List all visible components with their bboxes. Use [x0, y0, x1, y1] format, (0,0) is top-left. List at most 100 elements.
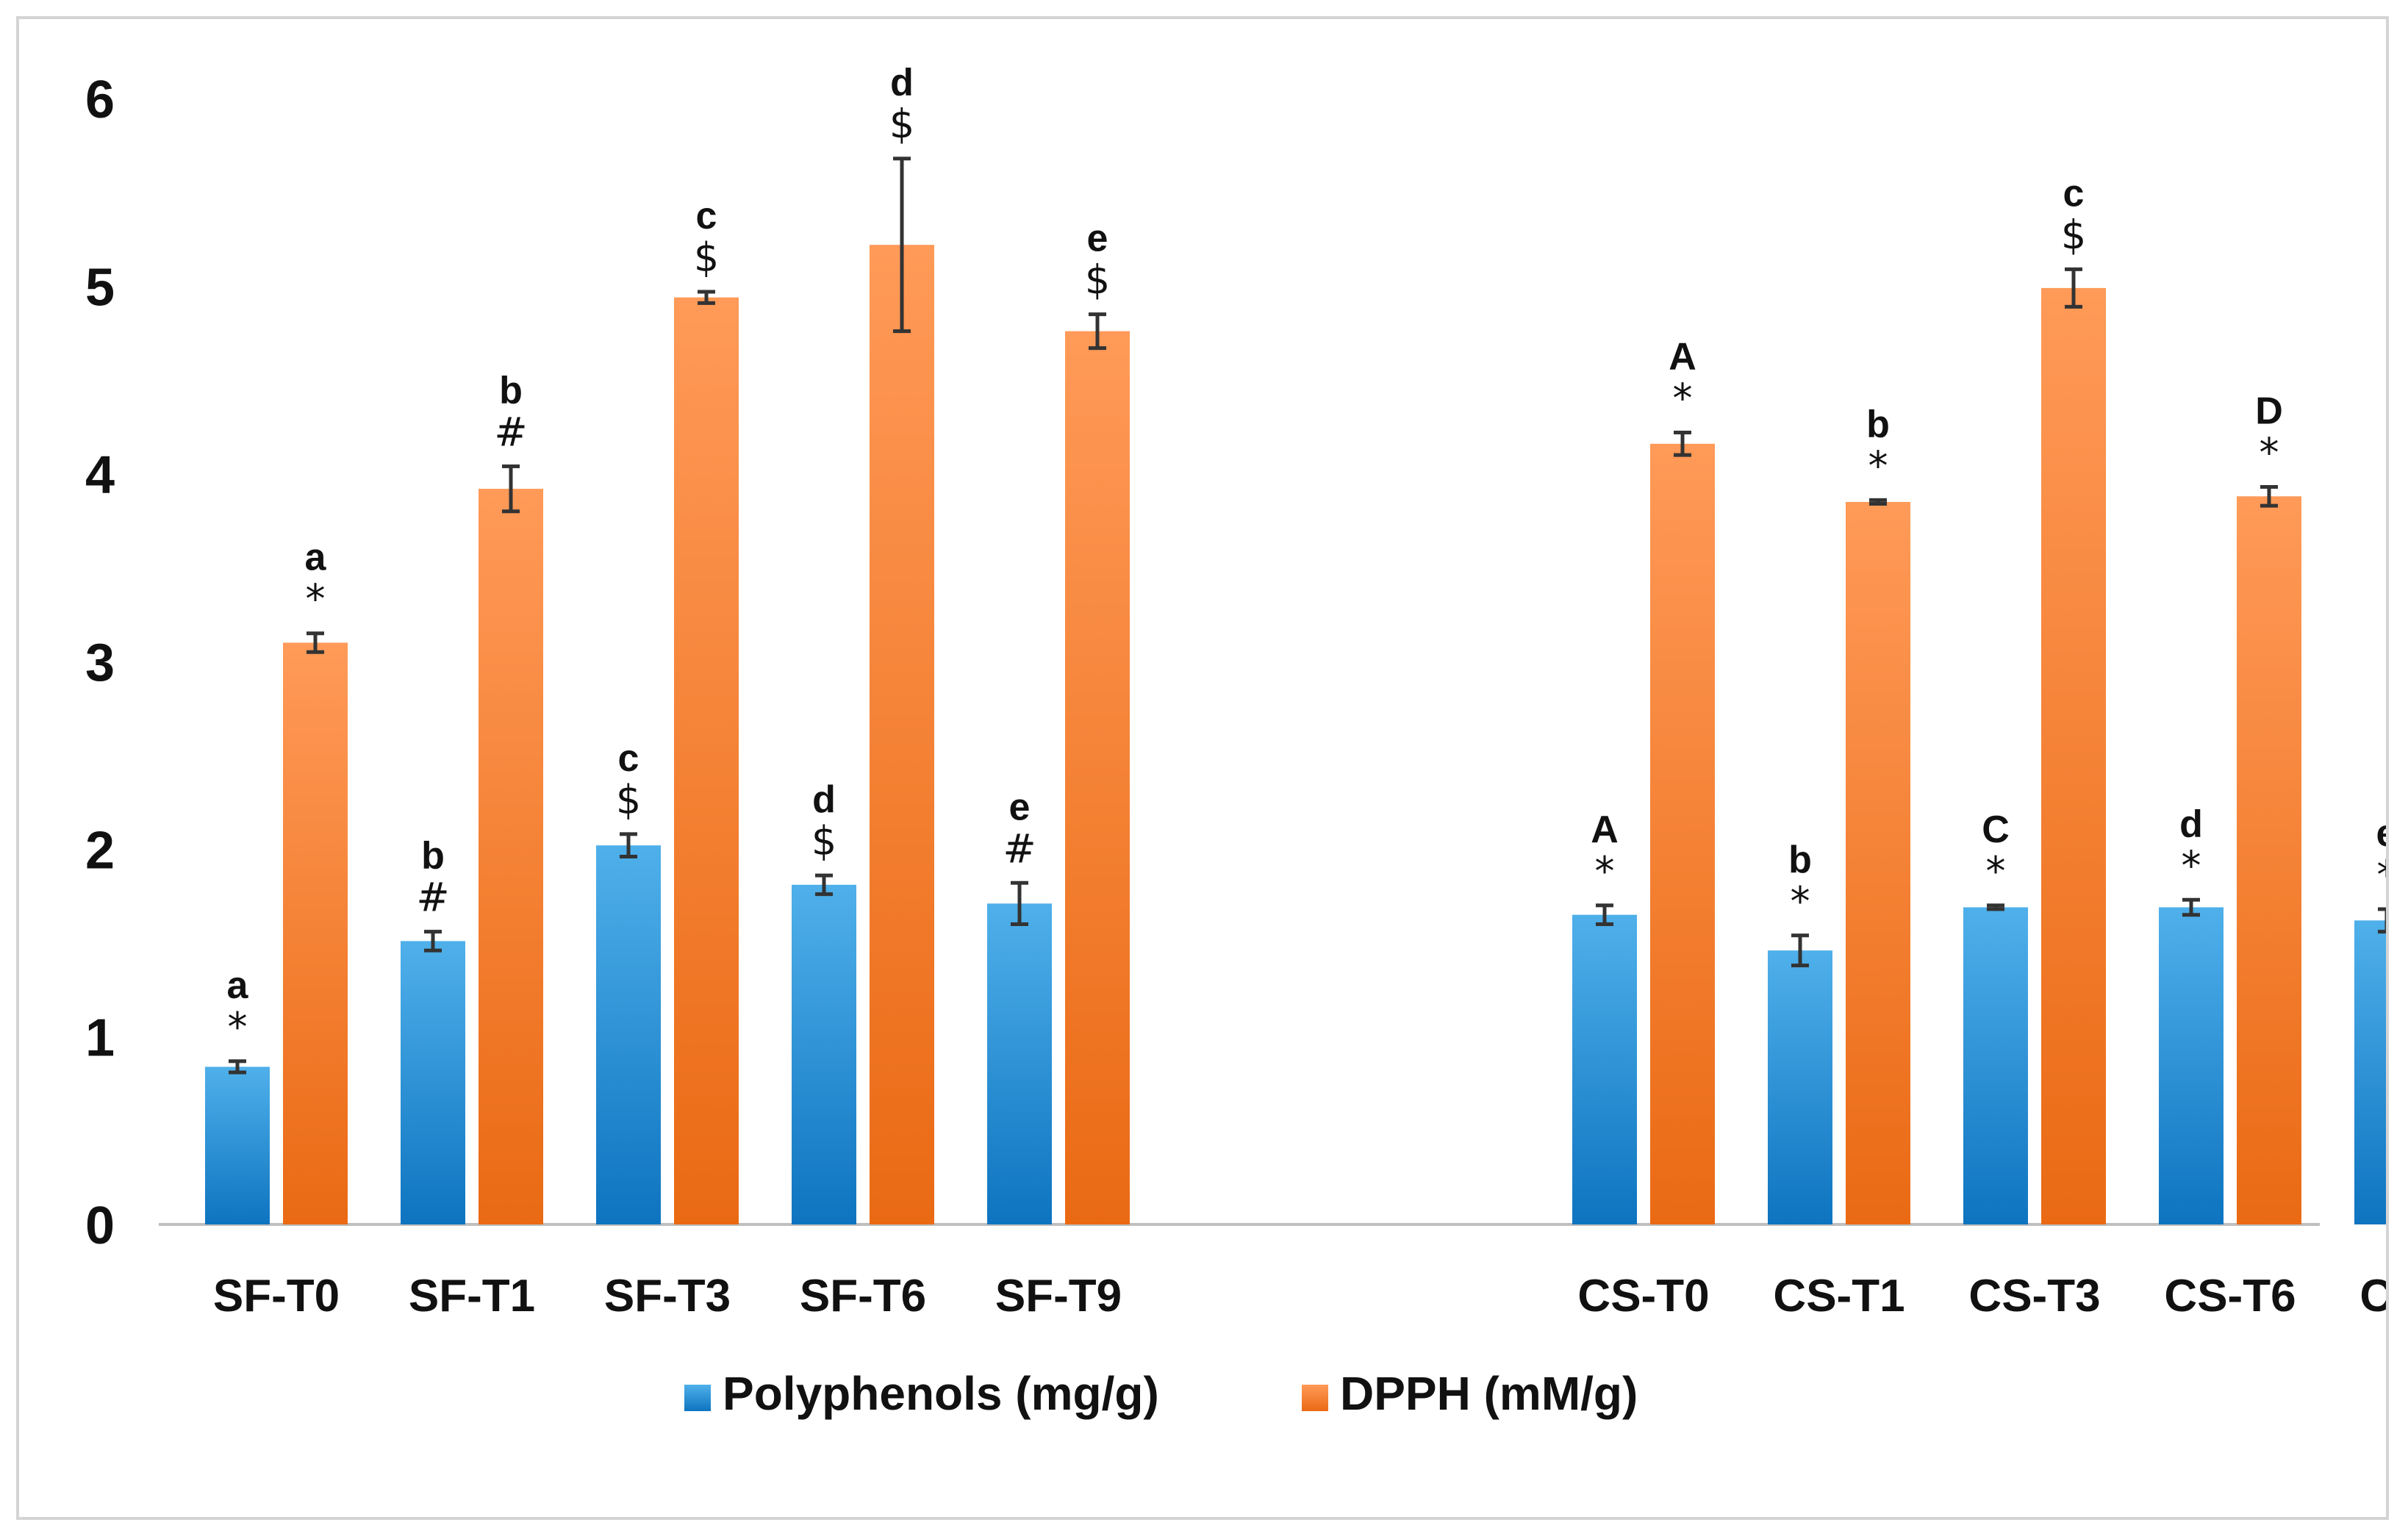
annotation-letter-polyphenols-7: C [1982, 808, 2010, 851]
annotation-symbol-polyphenols-9: * [2377, 852, 2387, 898]
x-tick-label-5: CS-T0 [1577, 1271, 1709, 1321]
y-tick-label-0: 0 [85, 1197, 115, 1255]
x-tick-label-8: CS-T6 [2164, 1271, 2296, 1321]
annotation-symbol-dpph-6: * [1868, 442, 1888, 489]
x-tick-label-1: SF-T1 [409, 1271, 535, 1321]
annotation-symbol-dpph-4: $ [1085, 257, 1110, 304]
bar-polyphenols-1 [401, 941, 465, 1224]
annotation-letter-dpph-4: e [1087, 218, 1108, 260]
legend: Polyphenols (mg/g) DPPH (mM/g) [684, 1367, 1638, 1420]
annotation-symbol-dpph-1: # [494, 409, 527, 455]
bar-polyphenols-6 [1768, 950, 1832, 1224]
annotation-letter-polyphenols-5: A [1591, 808, 1619, 851]
annotation-letter-polyphenols-3: d [812, 778, 836, 821]
error-bar-dpph-5 [1674, 430, 1691, 457]
error-bar-dpph-2 [698, 290, 715, 305]
annotation-letter-polyphenols-6: b [1788, 839, 1812, 881]
annotation-symbol-dpph-0: * [306, 576, 326, 623]
x-tick-label-9: CS-T9 [2359, 1271, 2386, 1321]
bar-polyphenols-4 [987, 903, 1052, 1224]
bar-polyphenols-9 [2354, 920, 2386, 1224]
y-tick-label-6: 6 [85, 71, 115, 129]
error-bar-polyphenols-0 [229, 1059, 246, 1075]
error-bar-polyphenols-9 [2378, 907, 2386, 934]
bar-dpph-8 [2237, 496, 2301, 1224]
annotation-letter-dpph-0: a [305, 537, 327, 579]
annotation-symbol-polyphenols-6: * [1791, 878, 1810, 925]
bar-dpph-4 [1065, 331, 1130, 1225]
annotation-symbol-polyphenols-5: * [1595, 848, 1615, 894]
bar-dpph-2 [674, 297, 739, 1224]
legend-swatch-polyphenols [684, 1385, 711, 1411]
annotation-letter-polyphenols-9: e [2376, 812, 2386, 855]
legend-label-polyphenols: Polyphenols (mg/g) [723, 1367, 1159, 1420]
annotation-symbol-dpph-3: $ [889, 101, 914, 148]
error-bar-polyphenols-2 [620, 832, 637, 859]
annotation-symbol-polyphenols-0: * [228, 1004, 248, 1050]
annotation-letter-dpph-6: b [1866, 403, 1890, 445]
error-bars [229, 157, 2386, 1075]
error-bar-polyphenols-7 [1987, 903, 2004, 911]
y-tick-label-3: 3 [85, 634, 115, 692]
y-tick-label-2: 2 [85, 821, 115, 880]
legend-label-dpph: DPPH (mM/g) [1340, 1367, 1638, 1420]
y-tick-label-4: 4 [85, 446, 115, 505]
annotation-symbol-polyphenols-4: # [1003, 825, 1036, 872]
annotation-symbol-dpph-8: * [2260, 430, 2279, 476]
annotation-symbol-polyphenols-7: * [1986, 848, 2006, 894]
annotation-letter-polyphenols-0: a [227, 964, 249, 1007]
annotation-letter-dpph-5: A [1669, 335, 1696, 378]
annotation-letter-polyphenols-1: b [421, 835, 445, 878]
bar-dpph-6 [1846, 501, 1910, 1224]
x-tick-label-7: CS-T3 [1968, 1271, 2100, 1321]
bar-polyphenols-0 [205, 1066, 270, 1224]
annotation-symbol-polyphenols-1: # [416, 875, 449, 921]
error-bar-polyphenols-3 [815, 873, 833, 897]
annotation-symbol-dpph-2: $ [694, 234, 719, 281]
annotation-letter-dpph-1: b [499, 369, 523, 412]
y-tick-label-5: 5 [85, 258, 115, 317]
x-tick-label-3: SF-T6 [800, 1271, 926, 1321]
annotation-letter-polyphenols-8: d [2179, 803, 2203, 845]
bar-polyphenols-5 [1572, 914, 1637, 1224]
error-bar-dpph-0 [307, 631, 324, 654]
bar-dpph-5 [1650, 443, 1715, 1224]
x-tick-label-0: SF-T0 [213, 1271, 340, 1321]
error-bar-polyphenols-6 [1791, 933, 1809, 968]
bar-polyphenols-8 [2159, 907, 2224, 1224]
error-bar-dpph-1 [502, 464, 520, 514]
bar-dpph-3 [870, 245, 934, 1224]
category-labels: SF-T0 SF-T1 SF-T3 SF-T6 SF-T9 CS-T0 CS-T1 CS-T3… [213, 1271, 2386, 1321]
x-tick-label-4: SF-T9 [995, 1271, 1122, 1321]
annotation-letter-polyphenols-4: e [1009, 786, 1031, 828]
annotation-symbol-dpph-7: $ [2061, 212, 2086, 258]
legend-swatch-dpph [1302, 1385, 1328, 1411]
annotation-symbol-dpph-5: * [1673, 375, 1693, 421]
bar-polyphenols-7 [1963, 907, 2028, 1224]
error-bar-polyphenols-4 [1011, 880, 1028, 926]
significance-annotations: *a#b$c$d#e*A*b*C*d*e*a#b$c$d$e*A*b$c*D*e [227, 62, 2386, 1050]
annotation-letter-polyphenols-2: c [618, 737, 639, 780]
bar-polyphenols-2 [596, 845, 661, 1224]
annotation-symbol-polyphenols-3: $ [811, 818, 836, 864]
annotation-symbol-polyphenols-2: $ [616, 777, 641, 823]
bar-polyphenols-3 [792, 884, 856, 1224]
bar-dpph-0 [283, 642, 348, 1224]
bar-dpph-1 [479, 489, 543, 1224]
annotation-letter-dpph-2: c [696, 195, 717, 237]
annotation-symbol-polyphenols-8: * [2182, 842, 2201, 889]
annotation-letter-dpph-7: c [2063, 172, 2085, 215]
error-bar-dpph-4 [1089, 312, 1106, 351]
bars [205, 245, 2386, 1225]
error-bar-dpph-6 [1869, 498, 1887, 506]
annotation-letter-dpph-3: d [890, 62, 914, 104]
error-bar-dpph-3 [893, 157, 911, 334]
error-bar-dpph-7 [2065, 267, 2082, 309]
x-tick-label-6: CS-T1 [1773, 1271, 1904, 1321]
error-bar-polyphenols-8 [2182, 897, 2200, 917]
error-bar-polyphenols-5 [1596, 903, 1613, 926]
x-tick-label-2: SF-T3 [604, 1271, 731, 1321]
bar-dpph-7 [2041, 287, 2106, 1224]
